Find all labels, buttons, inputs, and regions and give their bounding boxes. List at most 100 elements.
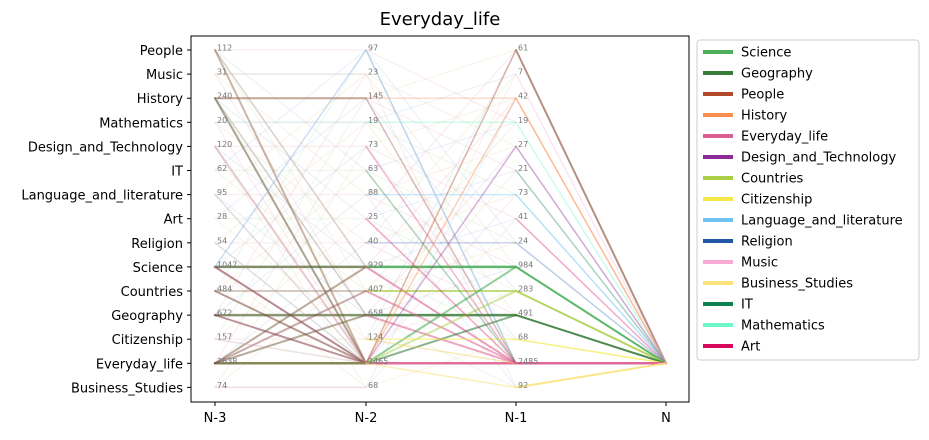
flow-line-everyday-life-to-countries: [365, 290, 517, 365]
count-label-n-3-it: 62: [217, 164, 227, 173]
count-label-n-2-design-and-technology: 73: [368, 140, 378, 149]
flow-line-it-to-everyday-life: [365, 169, 517, 365]
flow-line-art-to-everyday-life: [365, 217, 517, 365]
count-label-n-2-language-and-literature: 88: [368, 188, 378, 197]
flow-line-people-to-n: [515, 49, 667, 365]
count-label-n-2-business-studies: 68: [368, 381, 378, 390]
count-label-n-3-citizenship: 157: [217, 333, 232, 342]
count-label-n-2-it: 63: [368, 164, 378, 173]
y-tick-label-history: History: [137, 92, 184, 107]
flow-line-faint: [214, 49, 367, 292]
flow-line-faint: [365, 49, 517, 99]
flow-line-it-to-n: [515, 169, 667, 365]
flow-line-faint: [365, 145, 517, 196]
legend-label-religion: Religion: [741, 235, 793, 250]
y-tick-label-mathematics: Mathematics: [99, 116, 183, 131]
flow-line-design-and-technology-to-n: [515, 145, 667, 365]
flow-line-faint: [214, 242, 367, 364]
flow-line-faint: [365, 73, 517, 147]
flow-line-people-to-everyday-life: [365, 49, 517, 365]
count-label-n-2-history: 145: [368, 92, 383, 101]
flow-line-faint: [365, 97, 517, 172]
count-label-n-3-everyday-life: 2638: [217, 357, 237, 366]
flow-line-faint: [365, 314, 517, 388]
count-label-n-3-science: 1047: [217, 260, 237, 269]
count-label-n-3-countries: 484: [217, 285, 232, 294]
legend-label-business-studies: Business_Studies: [741, 277, 853, 292]
flow-line-faint: [214, 49, 367, 292]
flow-line-faint: [365, 73, 517, 123]
flow-line-faint: [214, 121, 367, 244]
flow-line-faint: [214, 97, 367, 220]
y-tick-label-geography: Geography: [111, 309, 183, 324]
flow-line-everyday-life-to-history: [365, 97, 517, 365]
plot-frame: [190, 35, 690, 403]
y-tick-label-language-and-literature: Language_and_literature: [21, 189, 183, 204]
count-label-n-3-art: 28: [217, 212, 227, 221]
flow-line-faint: [214, 49, 367, 171]
flow-line-faint: [365, 169, 517, 220]
flow-line-faint: [365, 97, 517, 268]
flow-line-faint: [214, 73, 367, 196]
count-label-n-3-religion: 54: [217, 236, 227, 245]
flow-line-people-to-everyday-life: [214, 49, 367, 365]
count-label-n-1-science: 984: [518, 260, 533, 269]
count-label-n-2-countries: 407: [368, 285, 383, 294]
count-label-n-2-art: 25: [368, 212, 378, 221]
flow-line-faint: [214, 145, 367, 268]
chart-title: Everyday_life: [380, 9, 501, 30]
flow-line-faint: [365, 194, 517, 244]
legend-box: [696, 39, 920, 361]
flow-line-faint: [365, 218, 517, 292]
count-label-n-3-mathematics: 20: [217, 116, 227, 125]
x-tick-label-n-2: N-2: [355, 411, 378, 426]
flow-line-faint: [365, 145, 517, 220]
count-label-n-1-citizenship: 68: [518, 333, 528, 342]
legend-label-science: Science: [741, 46, 791, 61]
y-tick-label-citizenship: Citizenship: [112, 333, 183, 348]
flow-line-faint: [214, 242, 367, 364]
flow-line-everyday-life-to-people: [365, 49, 517, 365]
y-tick-label-countries: Countries: [121, 285, 184, 300]
flow-line-faint: [214, 97, 367, 220]
legend-label-everyday-life: Everyday_life: [741, 130, 828, 145]
flow-line-language-and-literature-to-n: [515, 193, 667, 365]
count-label-n-1-mathematics: 19: [518, 116, 528, 125]
count-label-n-1-language-and-literature: 73: [518, 188, 528, 197]
flow-line-faint: [365, 146, 517, 316]
y-tick-labels: People Music History Mathematics Design_and_…: [21, 44, 191, 396]
legend-label-geography: Geography: [741, 67, 813, 82]
flow-line-mathematics-to-n: [515, 121, 667, 365]
flow-line-faint: [365, 97, 517, 292]
count-label-n-1-geography: 491: [518, 309, 533, 318]
flow-line-faint: [214, 73, 367, 316]
flow-line-faint: [214, 97, 367, 340]
count-label-n-1-everyday-life: 2485: [518, 357, 538, 366]
flow-line-faint: [214, 97, 367, 340]
count-label-n-1-art: 41: [518, 212, 528, 221]
count-label-n-2-geography: 658: [368, 309, 383, 318]
flow-line-faint: [365, 73, 517, 388]
y-tick-label-science: Science: [133, 261, 183, 276]
flow-line-faint: [365, 121, 517, 196]
count-label-n-2-science: 929: [368, 260, 383, 269]
flow-line-religion-to-n: [515, 242, 667, 365]
x-tick-label-n-3: N-3: [204, 411, 227, 426]
flow-line-faint: [214, 73, 367, 316]
flow-line-faint: [365, 121, 517, 172]
legend-label-design-and-technology: Design_and_Technology: [741, 151, 896, 166]
y-tick-label-design-and-technology: Design_and_Technology: [28, 140, 183, 155]
flow-line-citizenship-to-everyday-life: [365, 338, 517, 365]
count-label-n-3-music: 31: [217, 68, 227, 77]
y-tick-label-it: IT: [171, 165, 183, 180]
count-labels: 1123124020120629528541047484672157263874…: [217, 44, 538, 390]
count-label-n-2-everyday-life: 2465: [368, 357, 388, 366]
legend-label-people: People: [741, 88, 784, 103]
flow-line-faint: [214, 194, 367, 316]
flow-line-design-and-technology-to-everyday-life: [365, 145, 517, 365]
y-tick-label-art: Art: [164, 213, 183, 228]
flow-line-faint: [365, 170, 517, 340]
flows-layer: [213, 49, 668, 389]
flow-line-faint: [365, 49, 517, 123]
